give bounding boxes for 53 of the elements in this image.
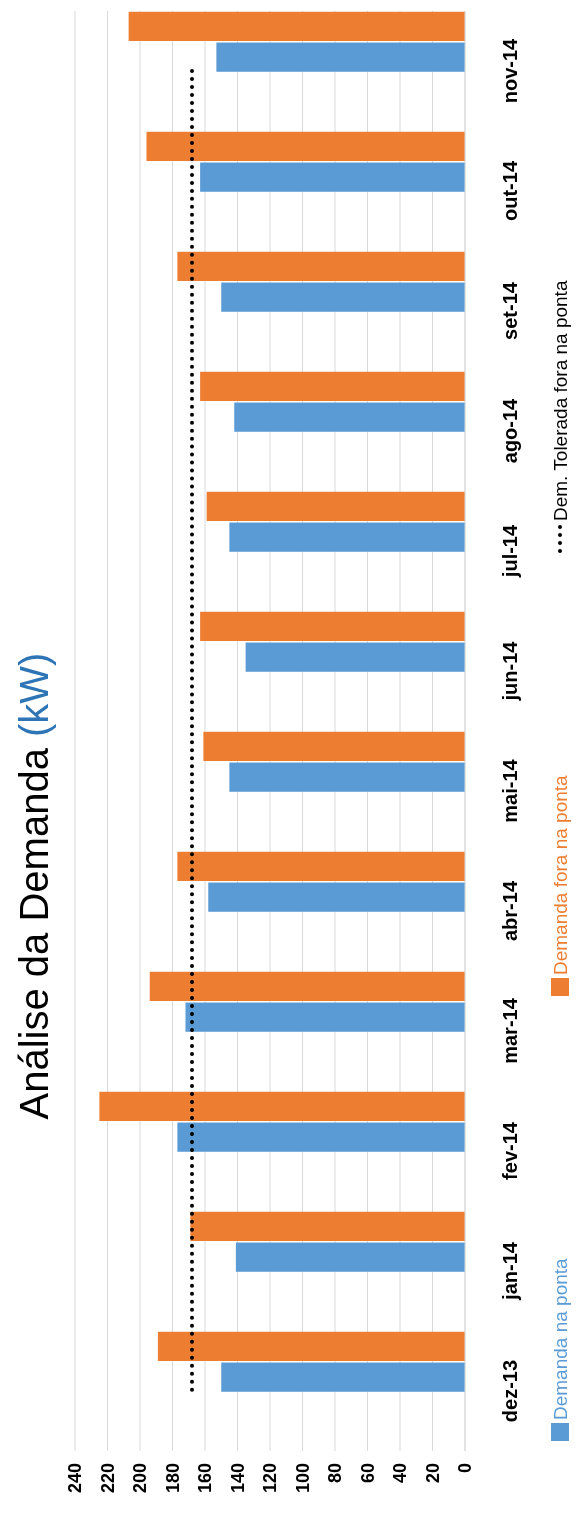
bar	[235, 1242, 465, 1272]
x-tick-label: 180	[162, 1463, 183, 1494]
bar	[200, 162, 465, 192]
bar	[190, 1211, 465, 1241]
text: Dem. Tolerada fora na ponta	[549, 280, 571, 521]
bar	[206, 491, 465, 521]
x-tick-label: 160	[195, 1463, 216, 1494]
y-tick-label: jul-14	[499, 524, 521, 579]
bar	[149, 971, 465, 1001]
x-tick-label: 80	[325, 1463, 346, 1484]
bar	[221, 1362, 465, 1392]
x-tick-label: 60	[357, 1463, 378, 1484]
bar	[146, 131, 465, 161]
bar	[229, 522, 465, 552]
x-tick-label: 200	[130, 1463, 151, 1494]
bar	[200, 371, 465, 401]
y-tick-label: nov-14	[499, 37, 521, 104]
text: Demanda na ponta	[549, 1257, 571, 1420]
bar	[234, 402, 465, 432]
bar	[99, 1091, 465, 1121]
text: Análise da Demanda (kW)	[12, 652, 56, 1120]
bar	[203, 731, 465, 761]
bar	[208, 882, 465, 912]
y-tick-label: jan-14	[499, 1241, 521, 1301]
y-tick-label: abr-14	[499, 880, 521, 942]
bar	[177, 251, 465, 281]
x-tick-label: 220	[97, 1463, 118, 1494]
text: Demanda fora na ponta	[549, 774, 571, 975]
y-tick-label: dez-13	[499, 1359, 521, 1423]
y-tick-label: mai-14	[499, 758, 521, 823]
bar	[157, 1331, 465, 1361]
bar	[200, 611, 465, 641]
y-tick-label: ago-14	[499, 397, 521, 464]
y-tick-label: out-14	[499, 160, 521, 221]
y-tick-label: mar-14	[499, 997, 521, 1064]
x-tick-label: 40	[390, 1463, 411, 1484]
bar	[185, 1002, 465, 1032]
x-tick-label: 140	[227, 1463, 248, 1494]
x-tick-label: 100	[292, 1463, 313, 1494]
bar	[128, 11, 465, 41]
x-tick-label: 240	[65, 1463, 86, 1494]
x-tick-label: 0	[455, 1463, 476, 1474]
bar	[245, 642, 465, 672]
y-tick-label: set-14	[499, 281, 521, 340]
bar	[221, 282, 465, 312]
y-tick-label: fev-14	[499, 1121, 521, 1180]
bar	[177, 851, 465, 881]
x-tick-label: 20	[422, 1463, 443, 1484]
bar	[177, 1122, 465, 1152]
bar	[229, 762, 465, 792]
bar	[216, 42, 465, 72]
y-tick-label: jun-14	[499, 640, 521, 702]
x-tick-label: 120	[260, 1463, 281, 1494]
